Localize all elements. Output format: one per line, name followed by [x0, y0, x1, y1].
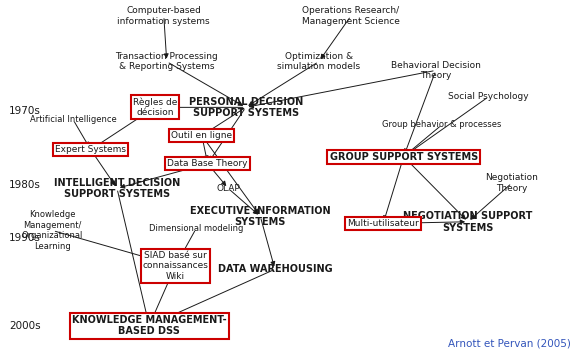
Text: INTELLIGENT DECISION
SUPPORT SYSTEMS: INTELLIGENT DECISION SUPPORT SYSTEMS	[54, 177, 180, 199]
Text: Social Psychology: Social Psychology	[448, 92, 529, 101]
Text: Negotiation
Theory: Negotiation Theory	[486, 173, 538, 193]
Text: Dimensional modeling: Dimensional modeling	[149, 224, 243, 233]
Text: Multi-utilisateur: Multi-utilisateur	[347, 219, 419, 228]
Text: Optimization &
simulation models: Optimization & simulation models	[277, 52, 360, 71]
Text: Knowledge
Management/
Organizational
Learning: Knowledge Management/ Organizational Lea…	[22, 210, 83, 251]
Text: 1980s: 1980s	[9, 180, 40, 190]
Text: Operations Research/
Management Science: Operations Research/ Management Science	[302, 6, 400, 26]
Text: GROUP SUPPORT SYSTEMS: GROUP SUPPORT SYSTEMS	[329, 152, 478, 162]
Text: DATA WAREHOUSING: DATA WAREHOUSING	[218, 264, 332, 274]
Text: Behavioral Decision
Theory: Behavioral Decision Theory	[391, 61, 481, 80]
Text: 1970s: 1970s	[9, 106, 40, 116]
Text: Data Base Theory: Data Base Theory	[167, 159, 248, 168]
Text: Group behavior & processes: Group behavior & processes	[382, 120, 501, 130]
Text: Règles de
décision: Règles de décision	[133, 98, 177, 117]
Text: Outil en ligne: Outil en ligne	[171, 131, 232, 140]
Text: Arnott et Pervan (2005): Arnott et Pervan (2005)	[448, 338, 570, 348]
Text: NEGOTIATION SUPPORT
SYSTEMS: NEGOTIATION SUPPORT SYSTEMS	[403, 211, 533, 233]
Text: Expert Systems: Expert Systems	[55, 145, 126, 154]
Text: Transaction Processing
& Reporting Systems: Transaction Processing & Reporting Syste…	[115, 52, 218, 71]
Text: 1990s: 1990s	[9, 233, 40, 243]
Text: SIAD basé sur
connaissances
Wiki: SIAD basé sur connaissances Wiki	[143, 251, 208, 281]
Text: 2000s: 2000s	[9, 321, 40, 331]
Text: OLAP: OLAP	[216, 184, 240, 193]
Text: Computer-based
information systems: Computer-based information systems	[118, 6, 210, 26]
Text: Artificial Intelligence: Artificial Intelligence	[30, 115, 116, 124]
Text: KNOWLEDGE MANAGEMENT-
BASED DSS: KNOWLEDGE MANAGEMENT- BASED DSS	[72, 315, 226, 337]
Text: PERSONAL DECISION
SUPPORT SYSTEMS: PERSONAL DECISION SUPPORT SYSTEMS	[188, 96, 303, 118]
Text: EXECUTIVE INFORMATION
SYSTEMS: EXECUTIVE INFORMATION SYSTEMS	[190, 206, 331, 227]
